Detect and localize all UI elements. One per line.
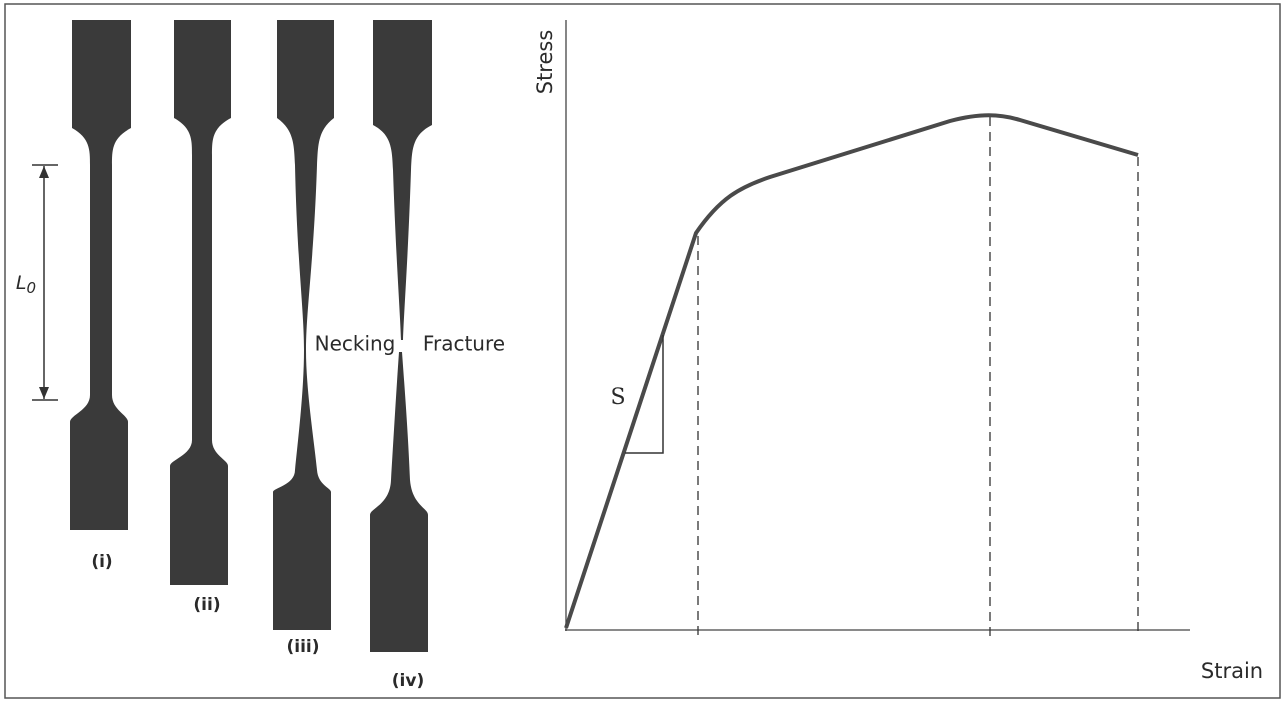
specimen bbox=[170, 20, 231, 585]
specimen bbox=[273, 20, 334, 630]
axes bbox=[565, 20, 1190, 631]
specimen-label: (iii) bbox=[286, 637, 319, 657]
specimen bbox=[373, 20, 432, 340]
page: {"specimens": [{"label": "(i)"}, {"label… bbox=[0, 0, 1285, 704]
specimen-label: (i) bbox=[91, 552, 112, 572]
diagram: (i) (ii) (iii) (iv) L0 Necking Fracture … bbox=[0, 0, 1285, 704]
guide-lines bbox=[698, 117, 1138, 636]
gauge-symbol: L bbox=[16, 272, 27, 294]
gauge-subscript: 0 bbox=[27, 279, 37, 297]
y-axis-label: Stress bbox=[533, 30, 557, 95]
fracture-label: Fracture bbox=[423, 332, 505, 356]
specimen-label: (iv) bbox=[392, 671, 424, 691]
stress-strain-curve bbox=[566, 115, 1138, 628]
specimen-label: (ii) bbox=[193, 595, 220, 615]
x-axis-label: Strain bbox=[1201, 659, 1263, 683]
specimen bbox=[370, 352, 428, 652]
necking-label: Necking bbox=[315, 332, 396, 356]
slope-label: S bbox=[610, 385, 625, 410]
gauge-label: L0 bbox=[16, 272, 36, 297]
specimen bbox=[70, 20, 131, 530]
